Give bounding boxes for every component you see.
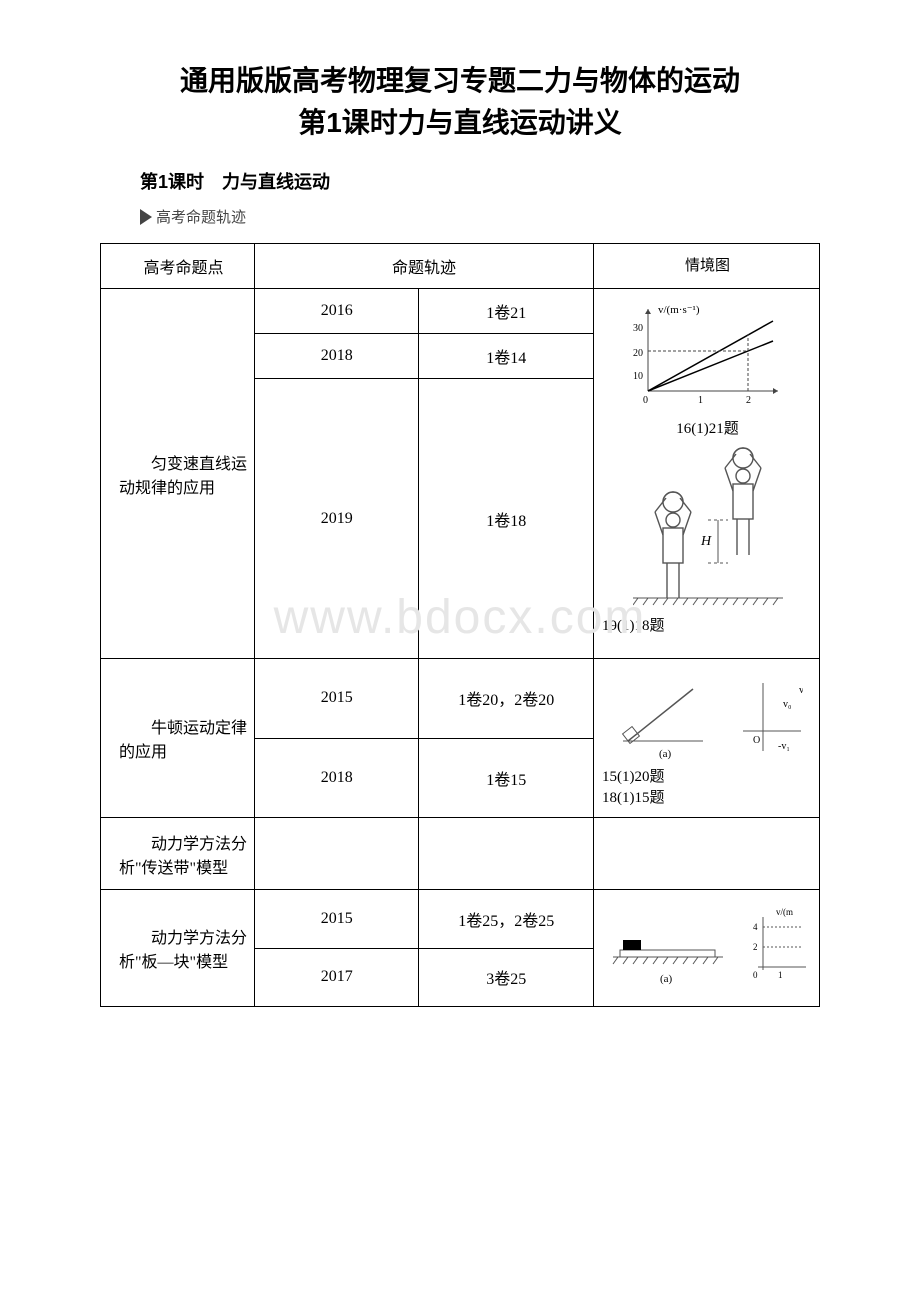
year-cell: 2019 <box>255 379 419 659</box>
topic-cell-4: 动力学方法分析"板—块"模型 <box>101 890 255 1007</box>
svg-text:2: 2 <box>753 942 758 952</box>
svg-text:2: 2 <box>746 395 751 406</box>
topic-cell-1: 匀变速直线运动规律的应用 <box>101 289 255 659</box>
svg-text:20: 20 <box>633 348 643 359</box>
svg-text:0: 0 <box>643 395 648 406</box>
year-cell: 2015 <box>255 659 419 739</box>
lesson-subtitle: 第1课时 力与直线运动 <box>140 168 840 194</box>
section-label: 高考命题轨迹 <box>156 206 246 227</box>
vol-cell: 1卷14 <box>419 334 594 379</box>
svg-text:10: 10 <box>633 371 643 382</box>
svg-text:1: 1 <box>698 395 703 406</box>
year-cell: 2018 <box>255 334 419 379</box>
table-row: 牛顿运动定律的应用 2015 1卷20，2卷20 v v₀ -v₁ O (a) … <box>101 659 820 739</box>
incline-graph-icon: v v₀ -v₁ O (a) <box>613 671 803 761</box>
vt-graph-icon: v/(m·s⁻¹) 30 20 10 0 1 2 <box>628 301 788 411</box>
svg-text:v₀: v₀ <box>783 699 792 710</box>
table-row: 匀变速直线运动规律的应用 2016 1卷21 v/(m·s⁻¹) 30 20 1… <box>101 289 820 334</box>
board-block-icon: (a) v/(m 4 2 0 1 <box>608 902 808 992</box>
figure-cell-4: (a) v/(m 4 2 0 1 <box>594 890 820 1007</box>
caption-2: 19(1)18题 <box>602 614 813 635</box>
svg-text:v/(m·s⁻¹): v/(m·s⁻¹) <box>658 304 700 316</box>
table-row: 动力学方法分析"板—块"模型 2015 1卷25，2卷25 (a) <box>101 890 820 949</box>
svg-text:4: 4 <box>753 922 758 932</box>
topic-cell-3: 动力学方法分析"传送带"模型 <box>101 818 255 890</box>
section-marker: 高考命题轨迹 <box>140 206 840 227</box>
year-cell: 2016 <box>255 289 419 334</box>
vol-cell: 1卷18 <box>419 379 594 659</box>
year-cell: 2017 <box>255 948 419 1007</box>
marker-arrow-icon <box>140 209 152 225</box>
header-col2: 命题轨迹 <box>255 244 594 289</box>
exam-trajectory-table: 高考命题点 命题轨迹 情境图 匀变速直线运动规律的应用 2016 1卷21 v/… <box>100 243 820 1007</box>
vol-cell <box>419 818 594 890</box>
svg-text:0: 0 <box>753 970 758 980</box>
vol-cell: 1卷15 <box>419 738 594 818</box>
svg-text:v/(m: v/(m <box>776 907 793 917</box>
header-col3: 情境图 <box>594 244 820 289</box>
vol-cell: 3卷25 <box>419 948 594 1007</box>
header-col1: 高考命题点 <box>101 244 255 289</box>
vol-cell: 1卷20，2卷20 <box>419 659 594 739</box>
table-row: 动力学方法分析"传送带"模型 <box>101 818 820 890</box>
caption-1: 16(1)21题 <box>602 417 813 438</box>
svg-text:1: 1 <box>778 970 783 980</box>
svg-text:30: 30 <box>633 323 643 334</box>
vol-cell: 1卷25，2卷25 <box>419 890 594 949</box>
figure-cell-1: v/(m·s⁻¹) 30 20 10 0 1 2 16(1)21题 <box>594 289 820 659</box>
jump-figure-icon: H <box>633 440 783 610</box>
topic-cell-2: 牛顿运动定律的应用 <box>101 659 255 818</box>
year-cell: 2018 <box>255 738 419 818</box>
caption-3b: 18(1)15题 <box>602 786 813 807</box>
title-line-1: 通用版版高考物理复习专题二力与物体的运动 <box>180 65 740 96</box>
svg-text:-v₁: -v₁ <box>778 741 790 752</box>
figure-cell-3 <box>594 818 820 890</box>
caption-3a: 15(1)20题 <box>602 765 813 786</box>
vol-cell: 1卷21 <box>419 289 594 334</box>
table-header-row: 高考命题点 命题轨迹 情境图 <box>101 244 820 289</box>
year-cell: 2015 <box>255 890 419 949</box>
svg-text:H: H <box>700 534 712 549</box>
svg-text:(a): (a) <box>660 973 673 985</box>
svg-text:O: O <box>753 735 760 746</box>
title-line-2: 第1课时力与直线运动讲义 <box>298 107 622 138</box>
year-cell <box>255 818 419 890</box>
doc-title: 通用版版高考物理复习专题二力与物体的运动 第1课时力与直线运动讲义 <box>80 60 840 144</box>
svg-text:v: v <box>799 685 803 696</box>
svg-text:(a): (a) <box>659 748 672 760</box>
figure-cell-2: v v₀ -v₁ O (a) 15(1)20题 18(1)15题 <box>594 659 820 818</box>
